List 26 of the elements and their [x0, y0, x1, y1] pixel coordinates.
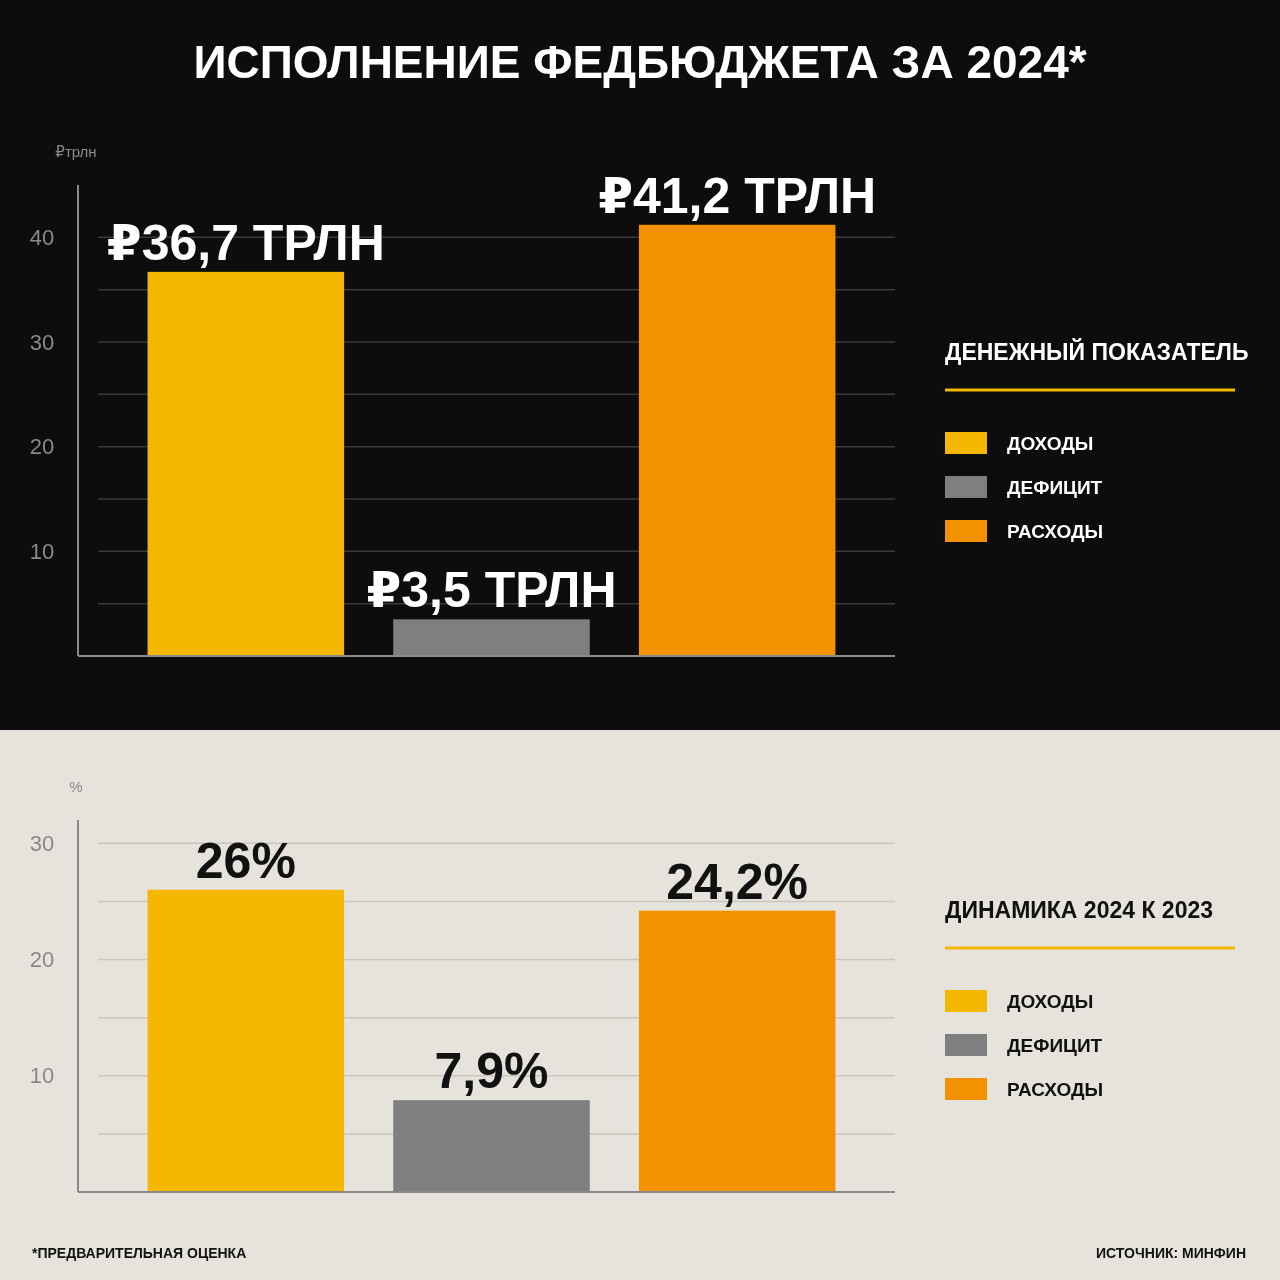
chart-title: ИСПОЛНЕНИЕ ФЕДБЮДЖЕТА ЗА 2024* [193, 36, 1087, 88]
legend-label: ДЕФИЦИТ [1007, 476, 1103, 498]
legend-label: РАСХОДЫ [1007, 1078, 1104, 1100]
legend-label: ДЕФИЦИТ [1007, 1034, 1103, 1056]
data-label: ₽3,5 ТРЛН [366, 562, 617, 619]
y-axis-title: ₽трлн [55, 143, 97, 160]
text: ИСТОЧНИК: МИНФИН [1096, 1245, 1246, 1261]
text: *ПРЕДВАРИТЕЛЬНАЯ ОЦЕНКА [32, 1245, 247, 1261]
y-tick-label: 30 [29, 830, 55, 856]
y-axis-title: % [69, 778, 83, 795]
legend-label: ДОХОДЫ [1007, 432, 1094, 454]
y-tick-label: 20 [29, 434, 55, 460]
y-tick-label: 10 [29, 1063, 55, 1089]
data-label: ₽36,7 ТРЛН [106, 214, 385, 271]
y-tick-label: 40 [29, 225, 55, 251]
legend-title: ДЕНЕЖНЫЙ ПОКАЗАТЕЛЬ [945, 338, 1249, 365]
data-label: 7,9% [434, 1043, 549, 1100]
legend-title: ДИНАМИКА 2024 К 2023 [945, 897, 1214, 923]
legend-label: РАСХОДЫ [1007, 520, 1104, 542]
data-label: 24,2% [666, 853, 809, 910]
y-tick-label: 30 [29, 329, 55, 355]
data-label: ₽41,2 ТРЛН [598, 167, 877, 224]
y-tick-label: 20 [29, 947, 55, 973]
legend-label: ДОХОДЫ [1007, 990, 1094, 1012]
data-label: 26% [195, 832, 296, 889]
y-tick-label: 10 [29, 539, 55, 565]
